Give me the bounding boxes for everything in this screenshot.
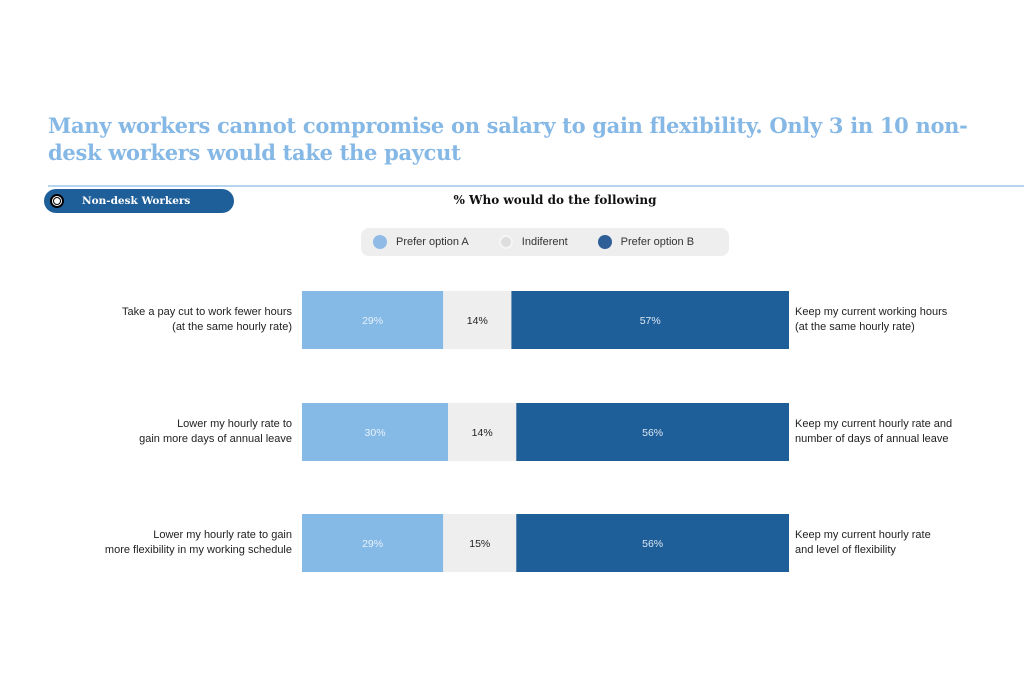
data-label: 56% [642, 538, 663, 550]
legend-label: Indiferent [521, 236, 568, 248]
data-label: 14% [472, 427, 493, 439]
filter-label: Non-desk Workers [82, 195, 191, 207]
option-b-label: Keep my current hourly rate and level of … [795, 529, 931, 556]
legend-item-b: Prefer option B [597, 235, 695, 249]
radio-icon[interactable] [50, 194, 64, 208]
legend-label: Prefer option A [396, 236, 469, 248]
bar-segment [302, 291, 444, 349]
data-label: 30% [365, 427, 386, 439]
data-label: 56% [642, 427, 663, 439]
data-label: 29% [362, 538, 383, 550]
data-label: 29% [362, 315, 383, 327]
legend-item-a: Prefer option A [373, 235, 469, 249]
bar-segment [443, 291, 512, 349]
divider [48, 185, 1024, 187]
bar-segment [448, 403, 517, 461]
legend-swatch-b [597, 235, 612, 249]
legend-swatch-a [373, 235, 387, 249]
bar-segment [302, 514, 444, 572]
legend-item-indifferent: Indiferent [498, 235, 568, 249]
bar-segment [516, 403, 789, 461]
option-a-label: Lower my hourly rate to gain more days of… [139, 418, 292, 445]
option-a-label: Lower my hourly rate to gain more flexibi… [104, 529, 292, 556]
option-a-label: Take a pay cut to work fewer hours (at th… [122, 306, 292, 333]
data-label: 14% [467, 315, 488, 327]
option-b-label: Keep my current hourly rate and number of… [795, 418, 953, 445]
option-b-label: Keep my current working hours (at the sam… [795, 306, 948, 333]
bar-segment [511, 291, 789, 349]
data-label: 15% [469, 538, 490, 550]
legend: Prefer option A Indiferent Prefer option… [361, 228, 729, 256]
legend-swatch-indifferent [498, 235, 513, 249]
bar-segment [516, 514, 789, 572]
non-desk-workers-toggle[interactable]: Non-desk Workers [44, 189, 234, 213]
page-title: Many workers cannot compromise on salary… [48, 113, 968, 165]
data-label: 57% [640, 315, 661, 327]
bar-segment [443, 514, 517, 572]
bar-segment [302, 403, 449, 461]
legend-label: Prefer option B [620, 236, 695, 248]
chart-title: % Who would do the following [453, 193, 657, 207]
